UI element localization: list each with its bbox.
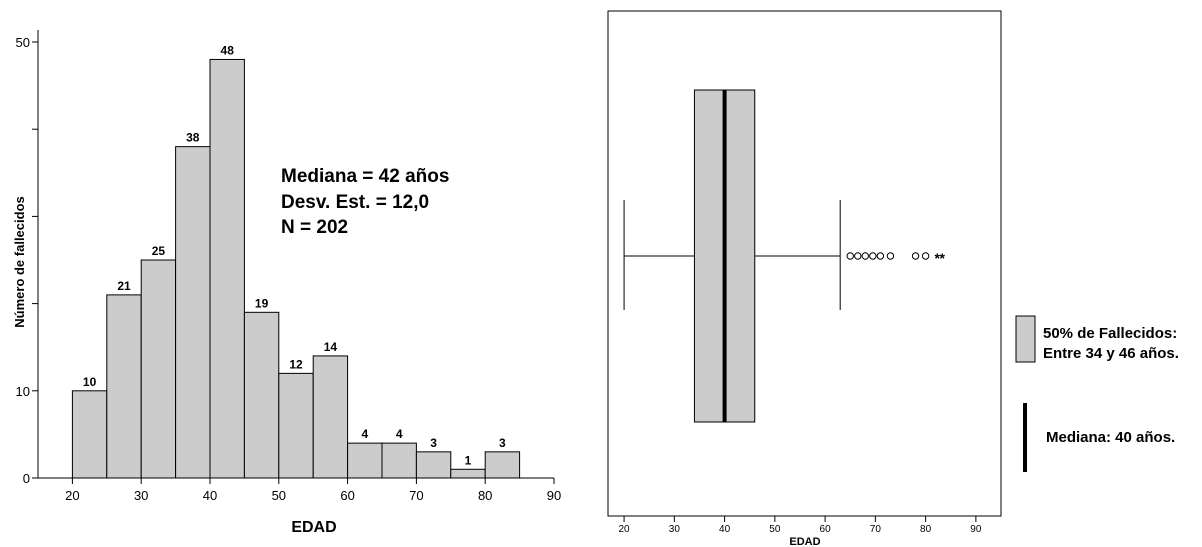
hist-x-axis-label: EDAD [291,519,336,536]
boxplot-x-tick-label: 40 [719,524,731,535]
boxplot-x-axis-label: EDAD [789,536,820,547]
hist-bar-label: 4 [361,427,368,441]
hist-bar [243,311,280,479]
hist-y-ticks: 0 10 50 [16,35,38,486]
outlier-point [876,252,885,260]
legend-box-swatch [1015,315,1036,363]
hist-bar [484,451,521,479]
hist-bar [140,259,177,479]
hist-bar-label: 10 [83,375,97,389]
hist-y-tick-label: 10 [16,384,30,399]
hist-bar-label: 21 [117,279,131,293]
hist-x-tick-label: 80 [478,488,492,503]
boxplot-x-tick-label: 90 [970,524,982,535]
hist-bar-label: 14 [324,340,338,354]
hist-bar [381,442,417,479]
stats-std-dev: Desv. Est. = 12,0 [281,192,429,213]
hist-x-tick-label: 20 [65,488,79,503]
hist-bar [278,372,314,479]
legend-median-label: Mediana: 40 años. [1046,429,1175,446]
hist-bar [106,294,142,479]
hist-bar [209,58,245,479]
hist-bar-labels: 10 21 25 38 48 19 12 14 4 4 3 1 3 [83,43,506,467]
legend-box-label-line1: 50% de Fallecidos: [1043,325,1177,342]
hist-bar-label: 4 [396,427,403,441]
hist-x-ticks: 20 30 40 50 60 70 80 90 [65,478,561,503]
hist-y-axis-label: Número de fallecidos [12,196,27,327]
hist-x-tick-label: 90 [547,488,561,503]
hist-bar [450,468,486,479]
hist-bar [312,355,349,479]
stats-n: N = 202 [281,217,348,238]
outlier-point [861,252,870,260]
hist-x-tick-label: 30 [134,488,148,503]
hist-bar-label: 19 [255,296,269,310]
extreme-point: * [939,250,945,266]
hist-x-tick-label: 70 [409,488,423,503]
outlier-point [854,252,862,260]
legend-box-label-line2: Entre 34 y 46 años. [1043,345,1179,362]
hist-bar-label: 48 [221,43,235,57]
hist-x-tick-label: 60 [340,488,354,503]
hist-bar-label: 25 [152,244,166,258]
hist-bar-label: 1 [465,453,472,467]
histogram-chart: 10 21 25 38 48 19 12 14 4 4 3 1 3 20 30 40 50 60 70 80 90 0… [12,30,561,536]
boxplot-marks: * * [623,89,945,423]
outlier-point [846,252,854,260]
hist-bar-label: 12 [289,357,303,371]
hist-bar [71,390,108,479]
hist-bar-label: 38 [186,131,200,145]
boxplot-x-tick-label: 70 [870,524,882,535]
hist-x-tick-label: 40 [203,488,217,503]
stats-median: Mediana = 42 años [281,166,449,187]
hist-bar-label: 3 [499,436,506,450]
hist-bar [415,451,452,479]
hist-bar-label: 3 [430,436,437,450]
hist-bar [347,442,383,479]
boxplot-x-ticks: 20 30 40 50 60 70 80 90 [619,516,982,535]
boxplot-x-tick-label: 60 [820,524,832,535]
boxplot-x-tick-label: 80 [920,524,932,535]
extreme-point: * [934,250,940,266]
hist-y-tick-label: 50 [16,35,30,50]
hist-y-tick-label: 0 [23,471,30,486]
boxplot-chart: * * 20 30 40 50 60 70 80 90 EDAD [607,10,1002,547]
outlier-point [886,252,895,260]
hist-bars [71,58,521,479]
boxplot-x-tick-label: 20 [619,524,631,535]
hist-x-tick-label: 50 [272,488,286,503]
outlier-point [911,252,920,260]
outlier-point [921,252,930,260]
boxplot-x-tick-label: 50 [769,524,781,535]
hist-bar [175,146,211,479]
legend: 50% de Fallecidos: Entre 34 y 46 años. M… [1015,315,1179,472]
boxplot-x-tick-label: 30 [669,524,681,535]
boxplot-frame [607,10,1002,517]
outlier-point [869,252,877,260]
